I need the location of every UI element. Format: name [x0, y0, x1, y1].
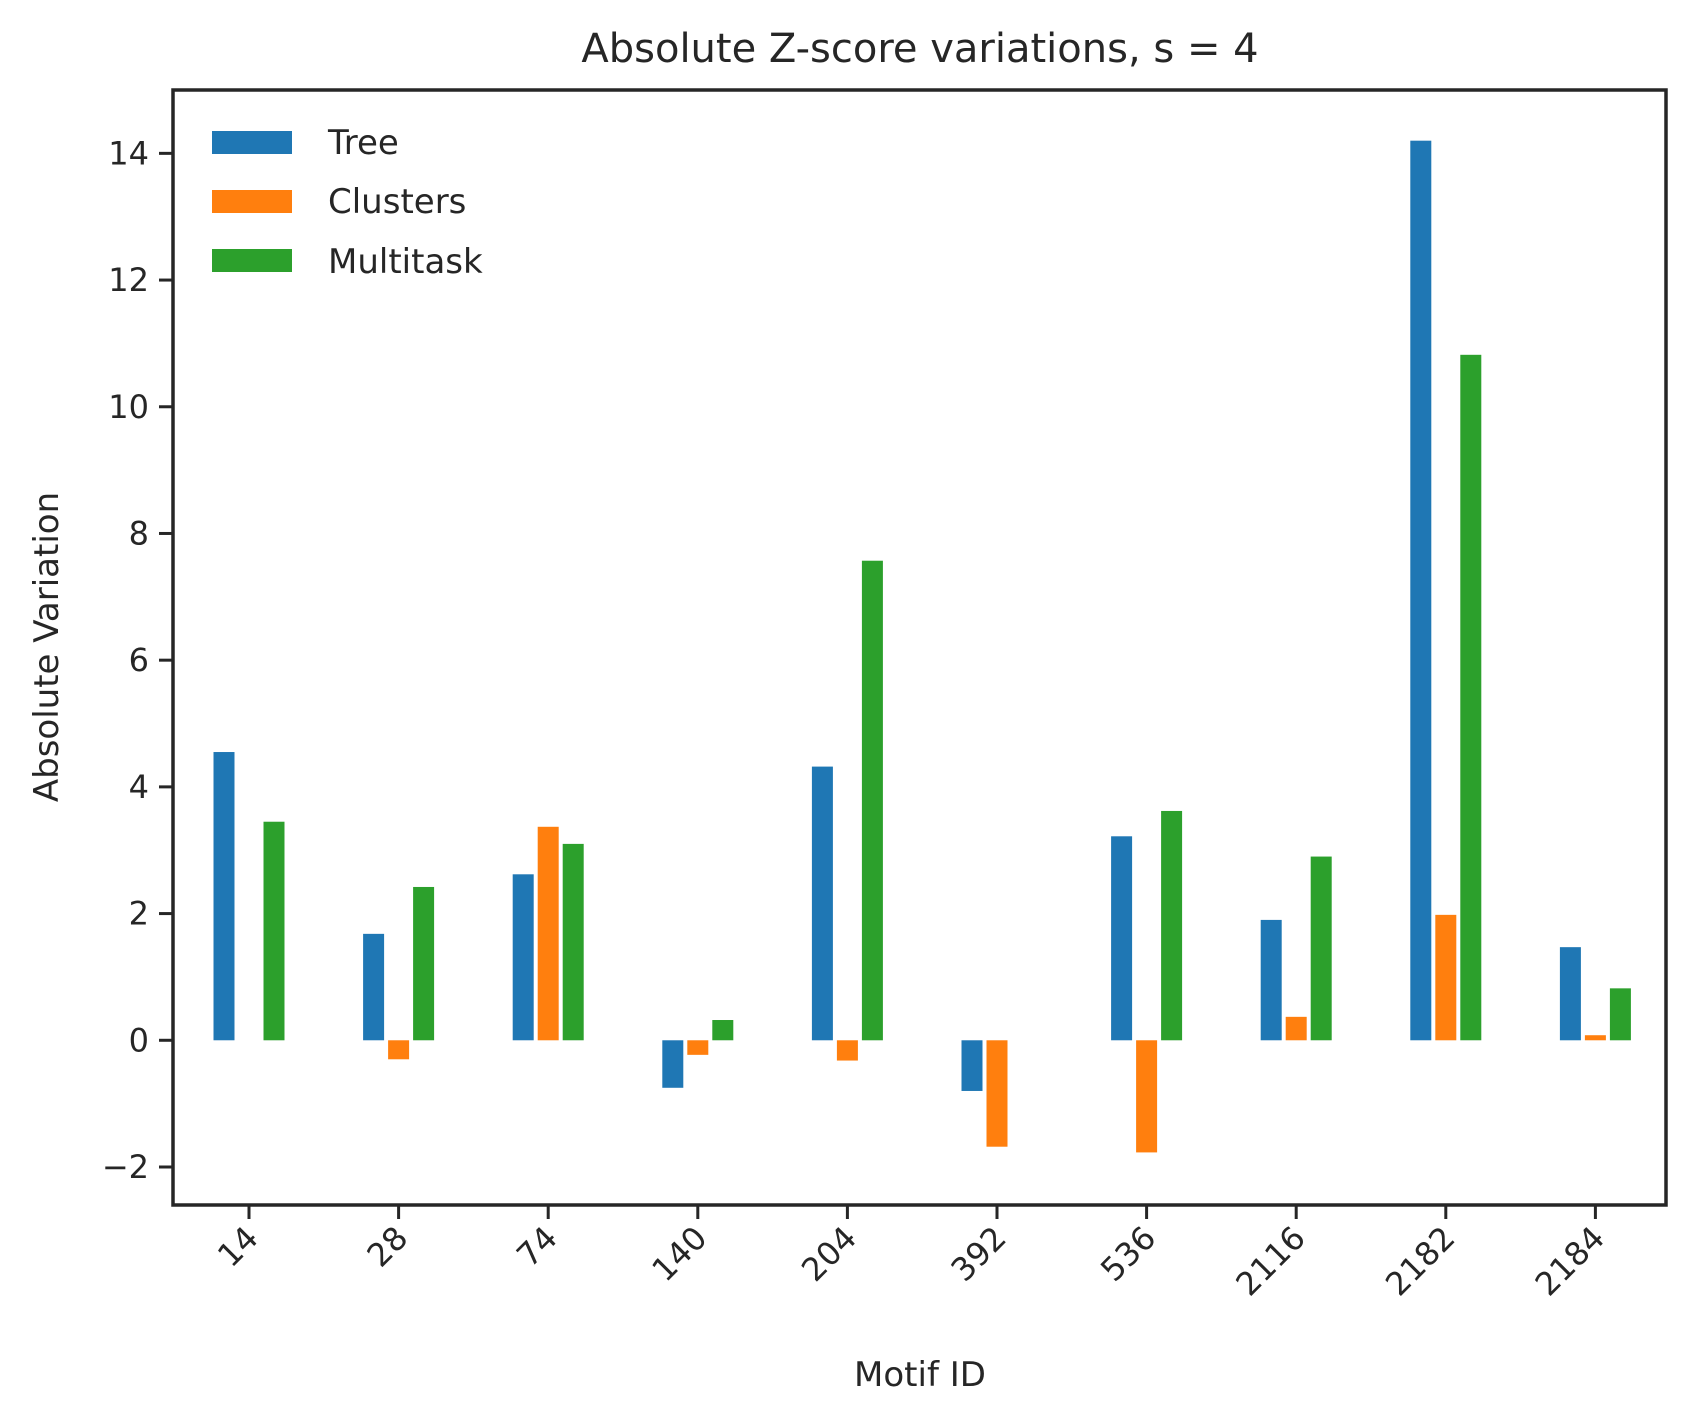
bar-multitask-14: [263, 821, 285, 1041]
bar-tree-392: [961, 1040, 983, 1091]
bar-multitask-536: [1161, 810, 1183, 1041]
y-axis-label: Absolute Variation: [27, 492, 67, 802]
legend-swatch-multitask: [212, 249, 292, 272]
y-tick-label-4: 4: [129, 768, 149, 806]
bar-clusters-204: [836, 1040, 858, 1061]
bar-multitask-2182: [1460, 354, 1482, 1041]
y-tick-label-10: 10: [108, 388, 149, 426]
bar-tree-204: [811, 766, 833, 1041]
y-tick-label--2: −2: [102, 1148, 149, 1186]
x-axis-label: Motif ID: [854, 1355, 986, 1395]
bar-multitask-2184: [1609, 988, 1631, 1041]
bar-multitask-28: [413, 886, 435, 1041]
legend-label-clusters: Clusters: [328, 182, 466, 222]
bar-tree-536: [1111, 836, 1133, 1041]
bar-clusters-392: [986, 1040, 1008, 1147]
bar-multitask-140: [712, 1020, 734, 1041]
legend: Tree Clusters Multitask: [212, 123, 483, 282]
bar-clusters-2182: [1435, 914, 1457, 1041]
y-ticks-layer: −2 0 2 4 6 8 10 12 14: [102, 134, 173, 1186]
bar-tree-2182: [1410, 140, 1432, 1041]
bar-clusters-140: [687, 1040, 709, 1055]
bar-multitask-204: [861, 560, 883, 1041]
bar-multitask-2116: [1310, 856, 1332, 1041]
bar-tree-28: [363, 933, 385, 1041]
bar-multitask-74: [562, 843, 584, 1041]
bars-layer: [213, 140, 1631, 1153]
legend-swatch-clusters: [212, 190, 292, 213]
bar-tree-140: [662, 1040, 684, 1088]
bar-tree-74: [512, 874, 534, 1041]
bar-clusters-2116: [1285, 1016, 1307, 1041]
bar-clusters-28: [388, 1040, 410, 1060]
bar-clusters-2184: [1584, 1035, 1606, 1041]
chart-title: Absolute Z-score variations, s = 4: [581, 26, 1258, 72]
y-tick-label-0: 0: [129, 1021, 149, 1059]
axes-frame: [171, 88, 1668, 1207]
legend-swatch-tree: [212, 131, 292, 154]
bar-tree-2184: [1559, 947, 1581, 1041]
y-tick-label-8: 8: [129, 514, 149, 552]
y-tick-label-2: 2: [129, 895, 149, 933]
y-tick-label-14: 14: [108, 134, 149, 172]
bar-clusters-536: [1136, 1040, 1158, 1153]
bar-tree-2116: [1260, 919, 1282, 1041]
bar-clusters-74: [537, 826, 559, 1041]
legend-label-tree: Tree: [327, 123, 399, 163]
legend-label-multitask: Multitask: [328, 242, 483, 282]
y-tick-label-6: 6: [129, 641, 149, 679]
bar-tree-14: [213, 752, 235, 1041]
y-tick-label-12: 12: [108, 261, 149, 299]
